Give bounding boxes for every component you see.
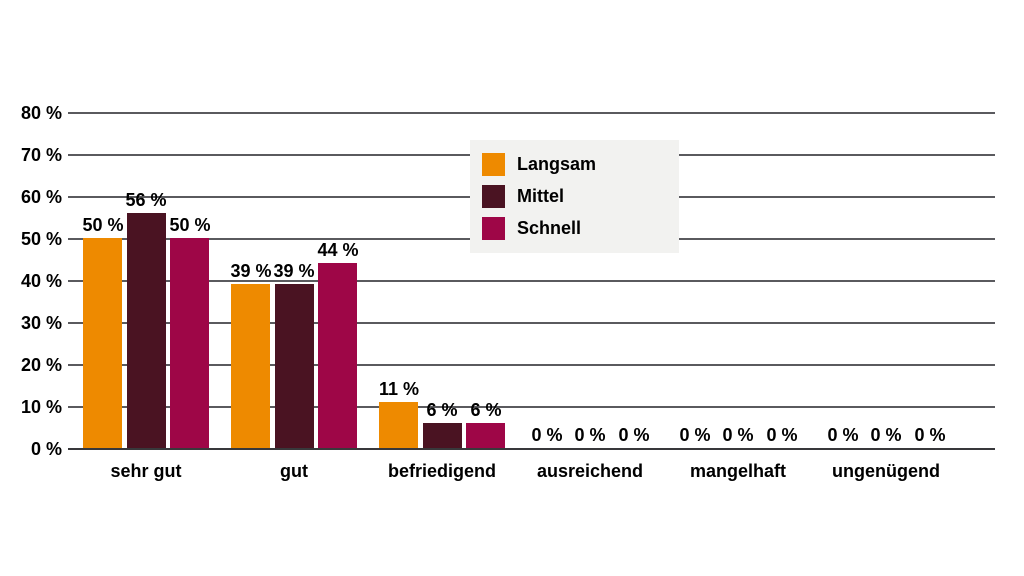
y-tick-label-0: 0 % xyxy=(30,439,62,459)
bar-mittel-gut xyxy=(275,284,314,448)
bar-langsam-befriedigend xyxy=(379,402,418,448)
value-label-mittel-mangelhaft: 0 % xyxy=(722,425,754,445)
category-label-ungenuegend: ungenügend xyxy=(832,461,940,481)
value-label-schnell-gut: 44 % xyxy=(317,240,359,260)
gridline-40 xyxy=(68,280,995,282)
bar-schnell-sehr-gut xyxy=(170,238,209,448)
y-tick-label-50: 50 % xyxy=(20,229,62,249)
legend-label-schnell: Schnell xyxy=(517,218,582,238)
bar-langsam-gut xyxy=(231,284,270,448)
y-tick-label-60: 60 % xyxy=(20,187,62,207)
y-tick-label-20: 20 % xyxy=(20,355,62,375)
y-tick-label-30: 30 % xyxy=(20,313,62,333)
bar-mittel-sehr-gut xyxy=(127,213,166,448)
value-label-langsam-mangelhaft: 0 % xyxy=(679,425,711,445)
value-label-mittel-gut: 39 % xyxy=(273,261,315,281)
value-label-schnell-mangelhaft: 0 % xyxy=(766,425,798,445)
legend-item-langsam: Langsam xyxy=(482,153,667,176)
bar-langsam-sehr-gut xyxy=(83,238,122,448)
y-tick-label-40: 40 % xyxy=(20,271,62,291)
bar-schnell-gut xyxy=(318,263,357,448)
value-label-schnell-ungenuegend: 0 % xyxy=(914,425,946,445)
gridline-80 xyxy=(68,112,995,114)
legend-item-mittel: Mittel xyxy=(482,185,667,208)
legend-swatch-icon-schnell xyxy=(482,217,505,240)
gridline-20 xyxy=(68,364,995,366)
chart-legend: Langsam Mittel Schnell xyxy=(470,140,679,253)
value-label-schnell-ausreichend: 0 % xyxy=(618,425,650,445)
value-label-langsam-sehr-gut: 50 % xyxy=(82,215,124,235)
legend-label-langsam: Langsam xyxy=(517,154,597,174)
y-tick-label-10: 10 % xyxy=(20,397,62,417)
legend-item-schnell: Schnell xyxy=(482,217,667,240)
category-label-ausreichend: ausreichend xyxy=(536,461,644,481)
value-label-mittel-befriedigend: 6 % xyxy=(426,400,458,420)
bar-schnell-befriedigend xyxy=(466,423,505,448)
legend-label-mittel: Mittel xyxy=(517,186,564,206)
legend-swatch-icon-langsam xyxy=(482,153,505,176)
x-axis-line xyxy=(68,448,995,450)
value-label-mittel-ungenuegend: 0 % xyxy=(870,425,902,445)
value-label-schnell-befriedigend: 6 % xyxy=(470,400,502,420)
value-label-langsam-befriedigend: 11 % xyxy=(378,379,420,399)
category-label-befriedigend: befriedigend xyxy=(387,461,496,481)
gridline-10 xyxy=(68,406,995,408)
value-label-mittel-sehr-gut: 56 % xyxy=(125,190,167,210)
gridline-30 xyxy=(68,322,995,324)
category-label-sehr-gut: sehr gut xyxy=(110,461,182,481)
bar-mittel-befriedigend xyxy=(423,423,462,448)
value-label-langsam-ausreichend: 0 % xyxy=(531,425,563,445)
category-label-mangelhaft: mangelhaft xyxy=(689,461,786,481)
value-label-langsam-gut: 39 % xyxy=(230,261,272,281)
value-label-langsam-ungenuegend: 0 % xyxy=(827,425,859,445)
y-tick-label-80: 80 % xyxy=(20,103,62,123)
legend-swatch-icon-mittel xyxy=(482,185,505,208)
value-label-mittel-ausreichend: 0 % xyxy=(574,425,606,445)
category-label-gut: gut xyxy=(280,461,308,481)
y-tick-label-70: 70 % xyxy=(20,145,62,165)
value-label-schnell-sehr-gut: 50 % xyxy=(169,215,211,235)
